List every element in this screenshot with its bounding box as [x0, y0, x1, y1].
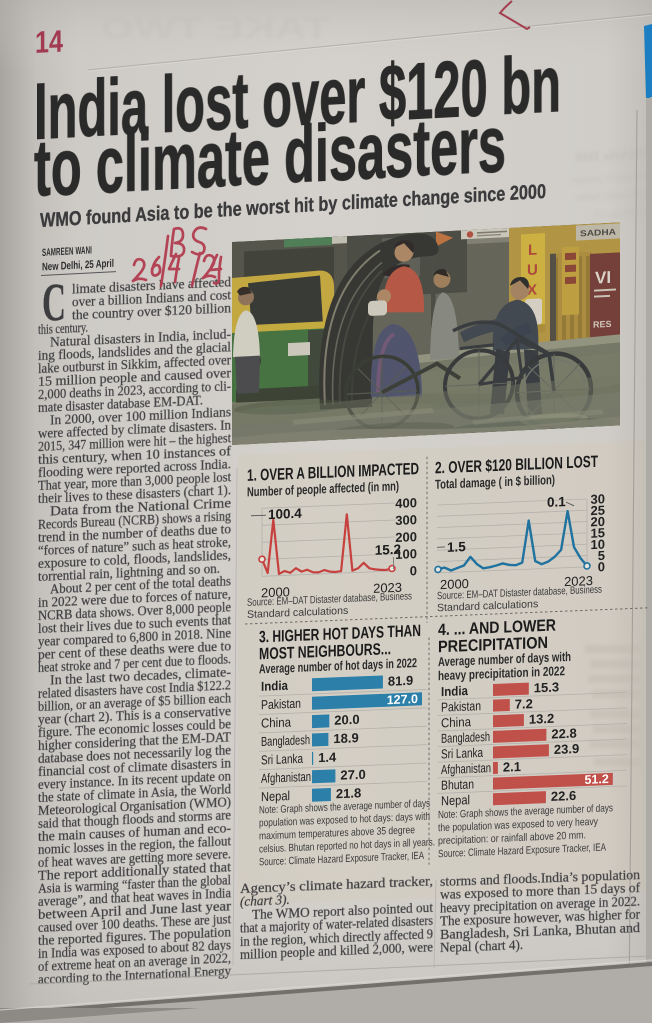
svg-text:21.8: 21.8 — [336, 785, 361, 801]
svg-text:Bangladesh, Sri Lanka, Bhutan: Bangladesh, Sri Lanka, Bhutan and — [440, 920, 640, 942]
svg-text:RES: RES — [593, 319, 612, 330]
svg-text:Sri Lanka: Sri Lanka — [261, 751, 304, 768]
svg-text:0: 0 — [410, 563, 417, 578]
svg-text:18.9: 18.9 — [333, 730, 358, 746]
svg-text:300: 300 — [395, 512, 417, 528]
svg-text:this century.: this century. — [38, 320, 88, 337]
svg-text:U: U — [527, 262, 538, 280]
svg-text:X: X — [527, 282, 537, 299]
svg-text:heavy precipitation in 2022: heavy precipitation in 2022 — [438, 663, 565, 683]
svg-text:Sri Lanka: Sri Lanka — [441, 745, 484, 762]
svg-text:Bangladesh: Bangladesh — [261, 732, 310, 749]
svg-text:20: 20 — [591, 514, 605, 530]
svg-text:20.0: 20.0 — [334, 712, 359, 728]
svg-text:25: 25 — [591, 503, 605, 519]
svg-text:SADHA: SADHA — [580, 227, 616, 239]
svg-text:2000: 2000 — [261, 584, 290, 600]
svg-text:400: 400 — [395, 495, 417, 511]
svg-text:15.3: 15.3 — [534, 679, 559, 695]
svg-text:Pakistan: Pakistan — [441, 698, 481, 715]
svg-text:TAKE TWO: TAKE TWO — [100, 12, 330, 45]
svg-text:SAMREEN WANI: SAMREEN WANI — [42, 244, 92, 259]
svg-text:Pakistan: Pakistan — [261, 696, 301, 713]
svg-text:5: 5 — [598, 548, 605, 563]
svg-text:100: 100 — [395, 546, 417, 562]
svg-text:MOST NEIGHBOURS...: MOST NEIGHBOURS... — [259, 640, 391, 663]
svg-text:(chart 3).: (chart 3). — [240, 892, 290, 909]
svg-text:1.5: 1.5 — [447, 539, 466, 555]
svg-text:The WMO report also pointed ou: The WMO report also pointed out — [252, 900, 433, 922]
svg-text:200: 200 — [395, 529, 417, 545]
svg-text:over a billion Indians and cos: over a billion Indians and cost — [72, 287, 231, 309]
svg-text:23.9: 23.9 — [554, 741, 579, 757]
svg-text:14: 14 — [35, 24, 64, 60]
svg-text:China: China — [441, 714, 472, 730]
svg-text:The exposure however, was high: The exposure however, was higher for — [440, 907, 641, 929]
svg-text:13.2: 13.2 — [529, 711, 554, 727]
svg-text:China: China — [261, 714, 292, 730]
svg-text:limate disasters have affected: limate disasters have affected — [72, 274, 231, 296]
svg-text:15: 15 — [591, 525, 605, 541]
svg-text:22.6: 22.6 — [551, 788, 576, 804]
svg-text:ievoqml io jaoqque: ievoqml io jaoqque — [570, 171, 648, 186]
svg-text:was exposed to more than 15 da: was exposed to more than 15 days of — [440, 880, 641, 902]
svg-text:10: 10 — [591, 537, 605, 553]
svg-text:15.2: 15.2 — [375, 542, 401, 558]
svg-text:Average number of hot days in: Average number of hot days in 2022 — [259, 655, 417, 676]
svg-text:VI: VI — [595, 268, 611, 288]
svg-text:27.0: 27.0 — [340, 767, 365, 783]
svg-text:Afghanistan: Afghanistan — [261, 769, 311, 786]
svg-text:1.4: 1.4 — [318, 749, 337, 765]
svg-text:Nepal: Nepal — [261, 788, 290, 804]
svg-text:0.1: 0.1 — [547, 494, 566, 510]
svg-text:Afghanistan: Afghanistan — [441, 760, 491, 777]
svg-text:the country over $120 billion: the country over $120 billion — [72, 300, 231, 322]
svg-text:Bangladesh: Bangladesh — [441, 729, 490, 746]
svg-text:4. ... AND LOWER: 4. ... AND LOWER — [438, 617, 556, 640]
svg-text:Nepal (chart 4).: Nepal (chart 4). — [440, 937, 523, 955]
svg-text:2023: 2023 — [373, 580, 402, 596]
svg-text:nl 29vom 2A: nl 29vom 2A — [592, 207, 646, 221]
svg-text:0: 0 — [598, 559, 605, 574]
svg-text:India: India — [441, 683, 469, 699]
svg-text:storms and floods.India’s popu: storms and floods.India’s population — [440, 867, 640, 889]
svg-text:127.0: 127.0 — [387, 692, 418, 707]
svg-text:29ii1um92 ba6do: 29ii1um92 ba6do — [576, 189, 646, 204]
svg-text:51.2: 51.2 — [584, 772, 608, 787]
svg-text:C: C — [42, 272, 66, 333]
svg-text:precipitation: or rainfall abo: precipitation: or rainfall above 20 mm. — [438, 829, 586, 847]
svg-text:7.2: 7.2 — [515, 696, 533, 712]
svg-text:100.4: 100.4 — [268, 506, 302, 522]
svg-text:Standard calculations: Standard calculations — [247, 605, 348, 621]
svg-text:81.9: 81.9 — [388, 673, 413, 689]
svg-text:Nepal: Nepal — [441, 792, 470, 808]
svg-text:Bhutan: Bhutan — [441, 776, 474, 792]
svg-text:2000: 2000 — [440, 576, 469, 592]
svg-text:Standard calculations: Standard calculations — [437, 598, 538, 614]
svg-text:Number of people affected (in: Number of people affected (in mn) — [247, 478, 399, 499]
svg-text:22.8: 22.8 — [551, 725, 576, 741]
svg-text:3MAHe IH8: 3MAHe IH8 — [576, 147, 650, 166]
svg-text:India: India — [261, 678, 289, 694]
svg-text:2.1: 2.1 — [503, 759, 521, 775]
svg-text:New Delhi, 25 April: New Delhi, 25 April — [42, 258, 114, 274]
svg-text:Average number of days with: Average number of days with — [438, 649, 571, 669]
svg-text:L: L — [528, 242, 537, 259]
svg-text:Total damage ( in $ billion): Total damage ( in $ billion) — [435, 472, 555, 492]
svg-text:heavy precipitation on average: heavy precipitation on average in 2022. — [440, 893, 640, 915]
svg-text:2023: 2023 — [564, 573, 593, 589]
svg-text:PRECIPITATION: PRECIPITATION — [438, 634, 548, 656]
svg-text:30: 30 — [591, 491, 605, 507]
